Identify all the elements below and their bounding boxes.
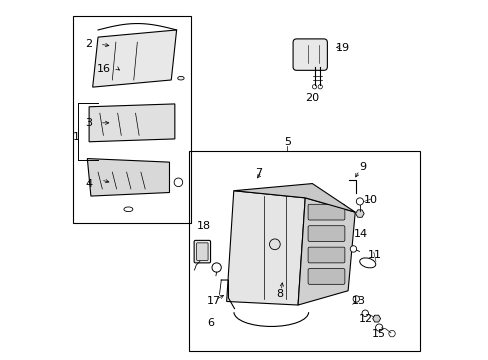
Text: 7: 7	[255, 168, 262, 178]
Text: 19: 19	[335, 43, 349, 53]
Text: 11: 11	[367, 250, 381, 260]
Ellipse shape	[177, 76, 184, 80]
Ellipse shape	[123, 207, 133, 212]
Text: 5: 5	[284, 138, 290, 148]
Circle shape	[352, 296, 359, 302]
FancyBboxPatch shape	[307, 269, 344, 284]
Circle shape	[317, 85, 322, 89]
Ellipse shape	[359, 258, 375, 268]
Circle shape	[312, 85, 316, 89]
Text: 15: 15	[371, 329, 385, 339]
Text: 18: 18	[196, 221, 210, 231]
Text: 8: 8	[276, 289, 283, 299]
Bar	[189, 152, 419, 351]
Polygon shape	[89, 104, 175, 142]
Polygon shape	[93, 30, 176, 87]
FancyBboxPatch shape	[307, 226, 344, 242]
Circle shape	[361, 310, 367, 316]
Text: 4: 4	[85, 179, 93, 189]
FancyBboxPatch shape	[194, 240, 210, 263]
Text: 3: 3	[85, 118, 92, 128]
Circle shape	[356, 198, 363, 205]
FancyBboxPatch shape	[196, 243, 207, 260]
Circle shape	[174, 178, 183, 186]
Text: 9: 9	[358, 162, 365, 172]
Polygon shape	[372, 315, 380, 322]
Polygon shape	[87, 158, 169, 196]
Circle shape	[349, 246, 356, 252]
Text: 14: 14	[353, 229, 367, 239]
Bar	[73, 16, 190, 223]
Polygon shape	[298, 198, 354, 305]
Text: 6: 6	[206, 318, 214, 328]
Polygon shape	[226, 191, 305, 305]
FancyBboxPatch shape	[307, 247, 344, 263]
Polygon shape	[355, 210, 364, 217]
FancyBboxPatch shape	[307, 204, 344, 220]
Text: 20: 20	[305, 93, 319, 103]
Text: 17: 17	[206, 296, 221, 306]
Text: 16: 16	[96, 64, 110, 74]
FancyBboxPatch shape	[292, 39, 326, 70]
Polygon shape	[233, 184, 354, 212]
Text: 12: 12	[358, 314, 372, 324]
Circle shape	[375, 324, 382, 331]
Circle shape	[269, 239, 280, 249]
Text: 1: 1	[73, 132, 80, 142]
Text: 13: 13	[351, 296, 365, 306]
Circle shape	[212, 263, 221, 272]
Circle shape	[388, 330, 394, 337]
Text: 10: 10	[364, 195, 378, 204]
Text: 2: 2	[85, 39, 93, 49]
